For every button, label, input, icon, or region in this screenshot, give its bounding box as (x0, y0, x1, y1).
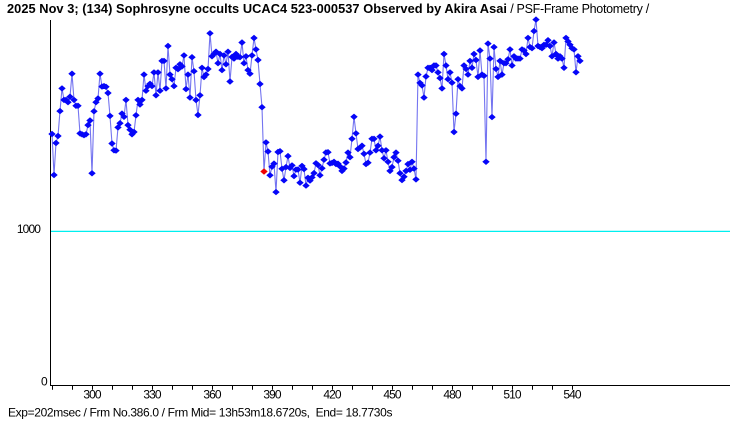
svg-text:510: 510 (503, 388, 522, 402)
svg-text:390: 390 (263, 388, 282, 402)
svg-text:330: 330 (143, 388, 162, 402)
svg-text:300: 300 (83, 388, 102, 402)
svg-text:1000: 1000 (17, 222, 41, 236)
svg-text:0: 0 (41, 374, 48, 388)
svg-text:450: 450 (383, 388, 402, 402)
svg-text:540: 540 (563, 388, 582, 402)
svg-text:360: 360 (203, 388, 222, 402)
svg-text:2025 Nov 3; (134) Sophrosyne o: 2025 Nov 3; (134) Sophrosyne occults UCA… (7, 1, 650, 16)
svg-text:480: 480 (443, 388, 462, 402)
svg-text:420: 420 (323, 388, 342, 402)
svg-text:Exp=202msec / Frm No.386.0 / F: Exp=202msec / Frm No.386.0 / Frm Mid= 13… (8, 405, 392, 419)
